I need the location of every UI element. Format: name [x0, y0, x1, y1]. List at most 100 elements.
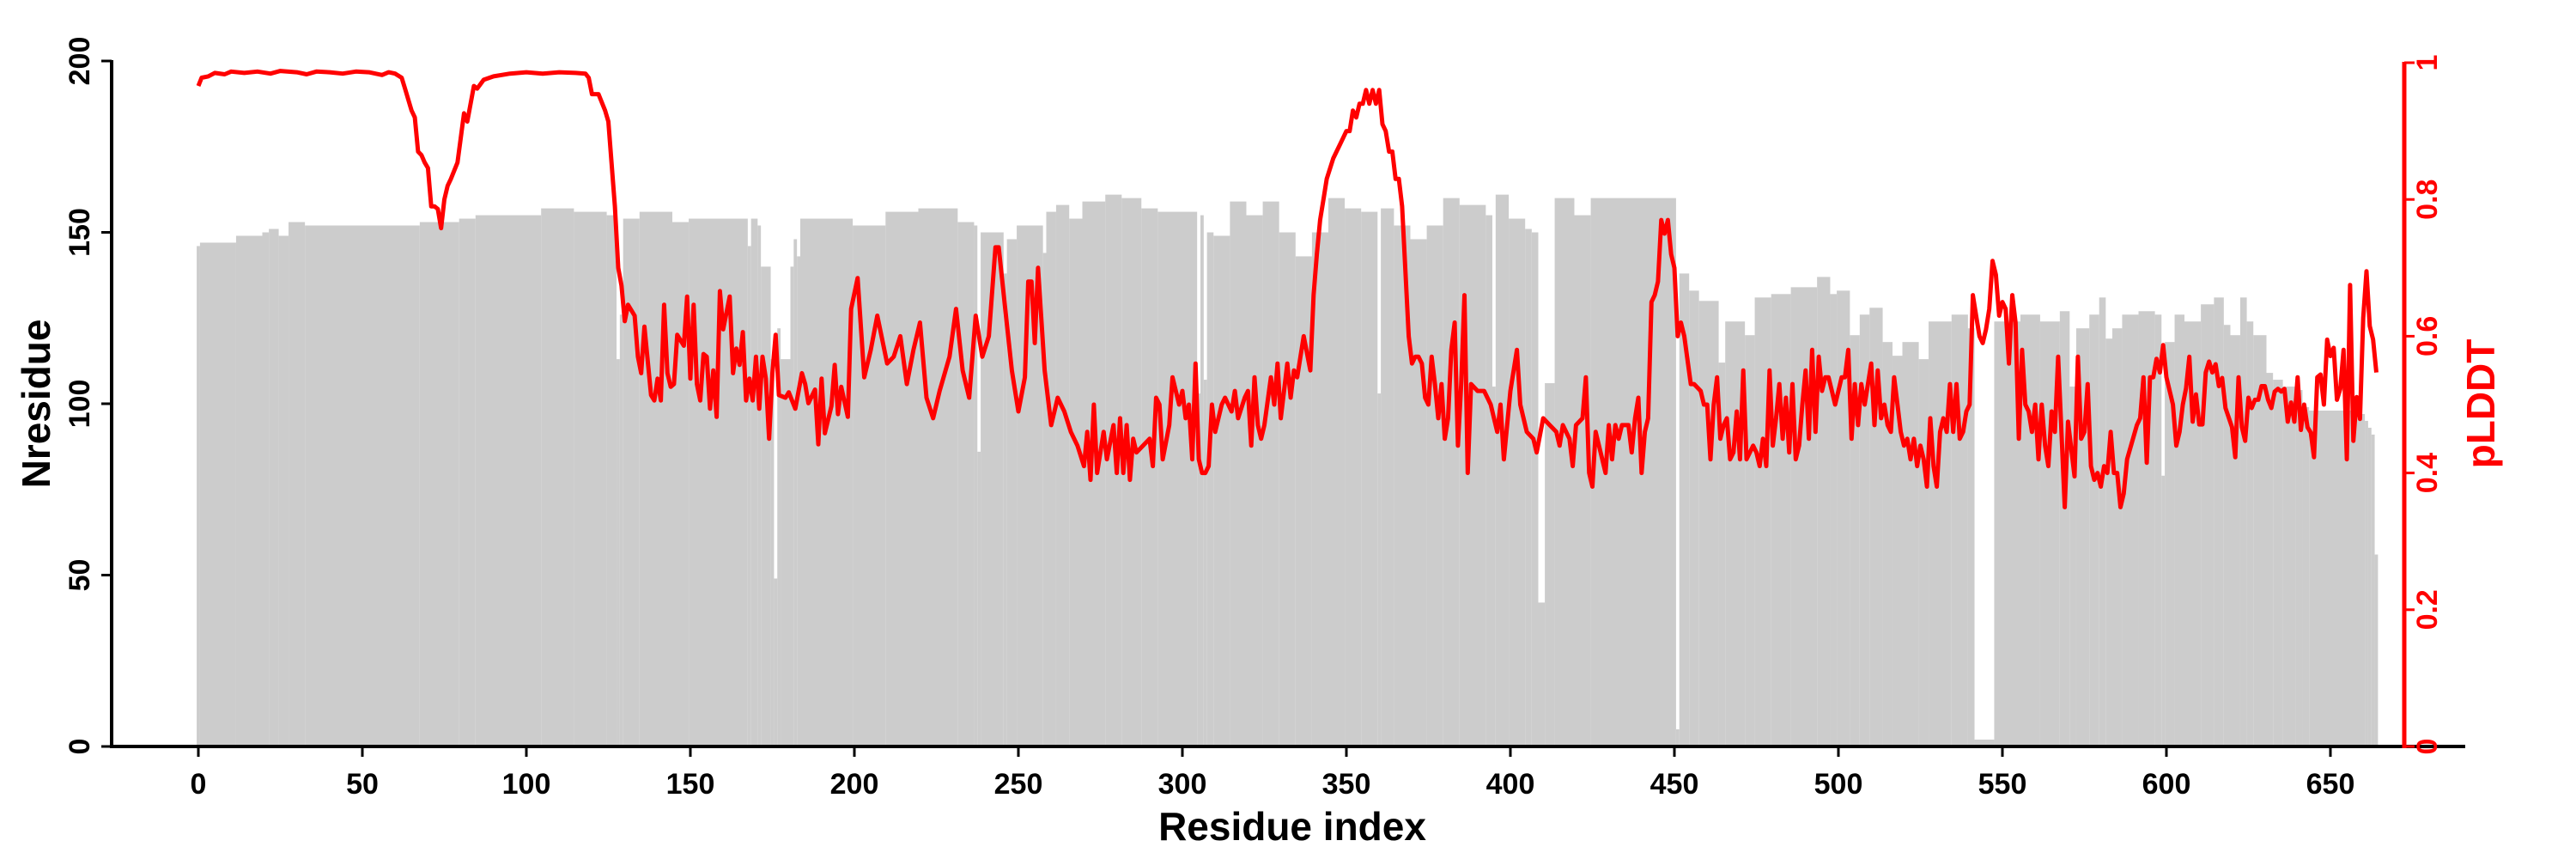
nresidue-bar — [2165, 342, 2175, 746]
nresidue-bar — [2059, 311, 2070, 746]
nresidue-bar — [1495, 194, 1510, 747]
nresidue-bar — [1105, 194, 1122, 747]
nresidue-bar — [2302, 406, 2310, 746]
nresidue-bar — [1055, 204, 1070, 746]
nresidue-bar — [797, 256, 800, 746]
nresidue-bar — [1754, 297, 1771, 746]
nresidue-bar — [1817, 277, 1831, 746]
nresidue-bar — [757, 225, 762, 746]
nresidue-bar — [2295, 390, 2303, 746]
nresidue-bar — [1485, 215, 1492, 747]
nresidue-bar — [1295, 256, 1312, 746]
nresidue-bar — [1279, 232, 1296, 746]
nresidue-bar — [1213, 235, 1230, 746]
nresidue-bar — [1771, 294, 1791, 746]
nresidue-bar — [1918, 359, 1929, 746]
nresidue-bar — [1745, 335, 1755, 746]
y-axis-right-title: pLDDT — [2458, 339, 2503, 469]
nresidue-bar — [289, 222, 306, 746]
nresidue-bar — [305, 225, 420, 746]
nresidue-bar — [2358, 413, 2366, 746]
nresidue-bar — [1311, 232, 1328, 746]
nresidue-bar — [1679, 273, 1690, 746]
nresidue-bar — [2273, 380, 2283, 746]
y-left-tick-label: 150 — [64, 208, 96, 257]
nresidue-bar — [1902, 342, 1919, 746]
nresidue-bar — [1327, 198, 1346, 747]
nresidue-bar — [1006, 239, 1018, 747]
nresidue-bar — [639, 211, 672, 746]
nresidue-bar — [1157, 211, 1198, 746]
nresidue-bar — [793, 239, 798, 747]
nresidue-bar — [1262, 201, 1279, 747]
nresidue-bar — [1859, 314, 1870, 746]
nresidue-bar — [2138, 311, 2155, 746]
nresidue-bar — [1974, 740, 1995, 746]
nresidue-bar — [1893, 356, 1903, 746]
nresidue-bar — [1531, 232, 1539, 746]
nresidue-bar — [2214, 297, 2224, 746]
x-tick-label: 350 — [1322, 768, 1371, 801]
y-left-tick-label: 0 — [64, 739, 96, 755]
nresidue-bar — [1850, 335, 1860, 746]
nresidue-bar — [2161, 475, 2166, 746]
x-tick-label: 200 — [830, 768, 879, 801]
nresidue-bar — [1718, 362, 1726, 746]
nresidue-bar — [278, 235, 289, 746]
nresidue-bar — [419, 222, 459, 746]
nresidue-bar — [2184, 321, 2202, 746]
nresidue-bar — [1538, 602, 1546, 746]
y-right-tick-label: 0 — [2411, 739, 2444, 755]
nresidue-bar — [199, 242, 236, 747]
nresidue-bar — [2089, 314, 2099, 746]
nresidue-bar — [774, 578, 778, 746]
nresidue-bar — [2374, 554, 2379, 746]
nresidue-bar — [1443, 198, 1460, 747]
nresidue-bar — [1203, 380, 1207, 746]
nresidue-bar — [617, 359, 620, 746]
nresidue-bar — [1200, 215, 1204, 747]
nresidue-bar — [2105, 338, 2112, 746]
nresidue-bar — [2154, 314, 2162, 746]
nresidue-bar — [1381, 208, 1394, 746]
nresidue-bar — [2282, 387, 2296, 746]
x-tick-label: 50 — [346, 768, 379, 801]
nresidue-bar — [1967, 328, 1975, 746]
nresidue-bar — [761, 266, 771, 746]
nresidue-bars — [197, 194, 2379, 747]
nresidue-bar — [974, 225, 978, 746]
nresidue-bar — [1361, 211, 1378, 746]
nresidue-bar — [747, 246, 751, 747]
nresidue-bar — [2309, 410, 2359, 746]
nresidue-bar — [1046, 211, 1056, 746]
nresidue-bar — [1426, 225, 1443, 746]
x-tick-label: 300 — [1158, 768, 1207, 801]
nresidue-bar — [541, 208, 574, 746]
nresidue-bar — [2239, 297, 2247, 746]
nresidue-bar — [235, 235, 263, 746]
y-left-tick-label: 200 — [64, 37, 96, 86]
nresidue-bar — [2099, 297, 2106, 746]
x-tick-label: 250 — [994, 768, 1043, 801]
nresidue-bar — [623, 218, 640, 747]
nresidue-bar — [770, 359, 775, 746]
nresidue-bar — [1082, 201, 1106, 747]
nresidue-bar — [1206, 232, 1214, 746]
nresidue-bar — [1882, 342, 1893, 746]
x-tick-label: 600 — [2142, 768, 2191, 801]
nresidue-bar — [1698, 301, 1719, 746]
nresidue-bar — [781, 359, 791, 746]
nresidue-bar — [1345, 208, 1362, 746]
nresidue-bar — [1197, 393, 1201, 746]
nresidue-bar — [1246, 215, 1263, 747]
nresidue-bar — [790, 266, 794, 746]
nresidue-bar — [2174, 314, 2185, 746]
y-right-tick-label: 0.6 — [2411, 316, 2444, 356]
nresidue-bar — [2365, 420, 2368, 746]
nresidue-bar — [606, 215, 617, 747]
nresidue-bar — [1377, 393, 1382, 746]
nresidue-bar — [1830, 294, 1838, 746]
axes: 0 50 100 150 200 250 300 350 400 450 500 550 600 6500… — [64, 37, 2465, 801]
nresidue-bar — [1394, 225, 1411, 746]
nresidue-bar — [2223, 325, 2231, 746]
